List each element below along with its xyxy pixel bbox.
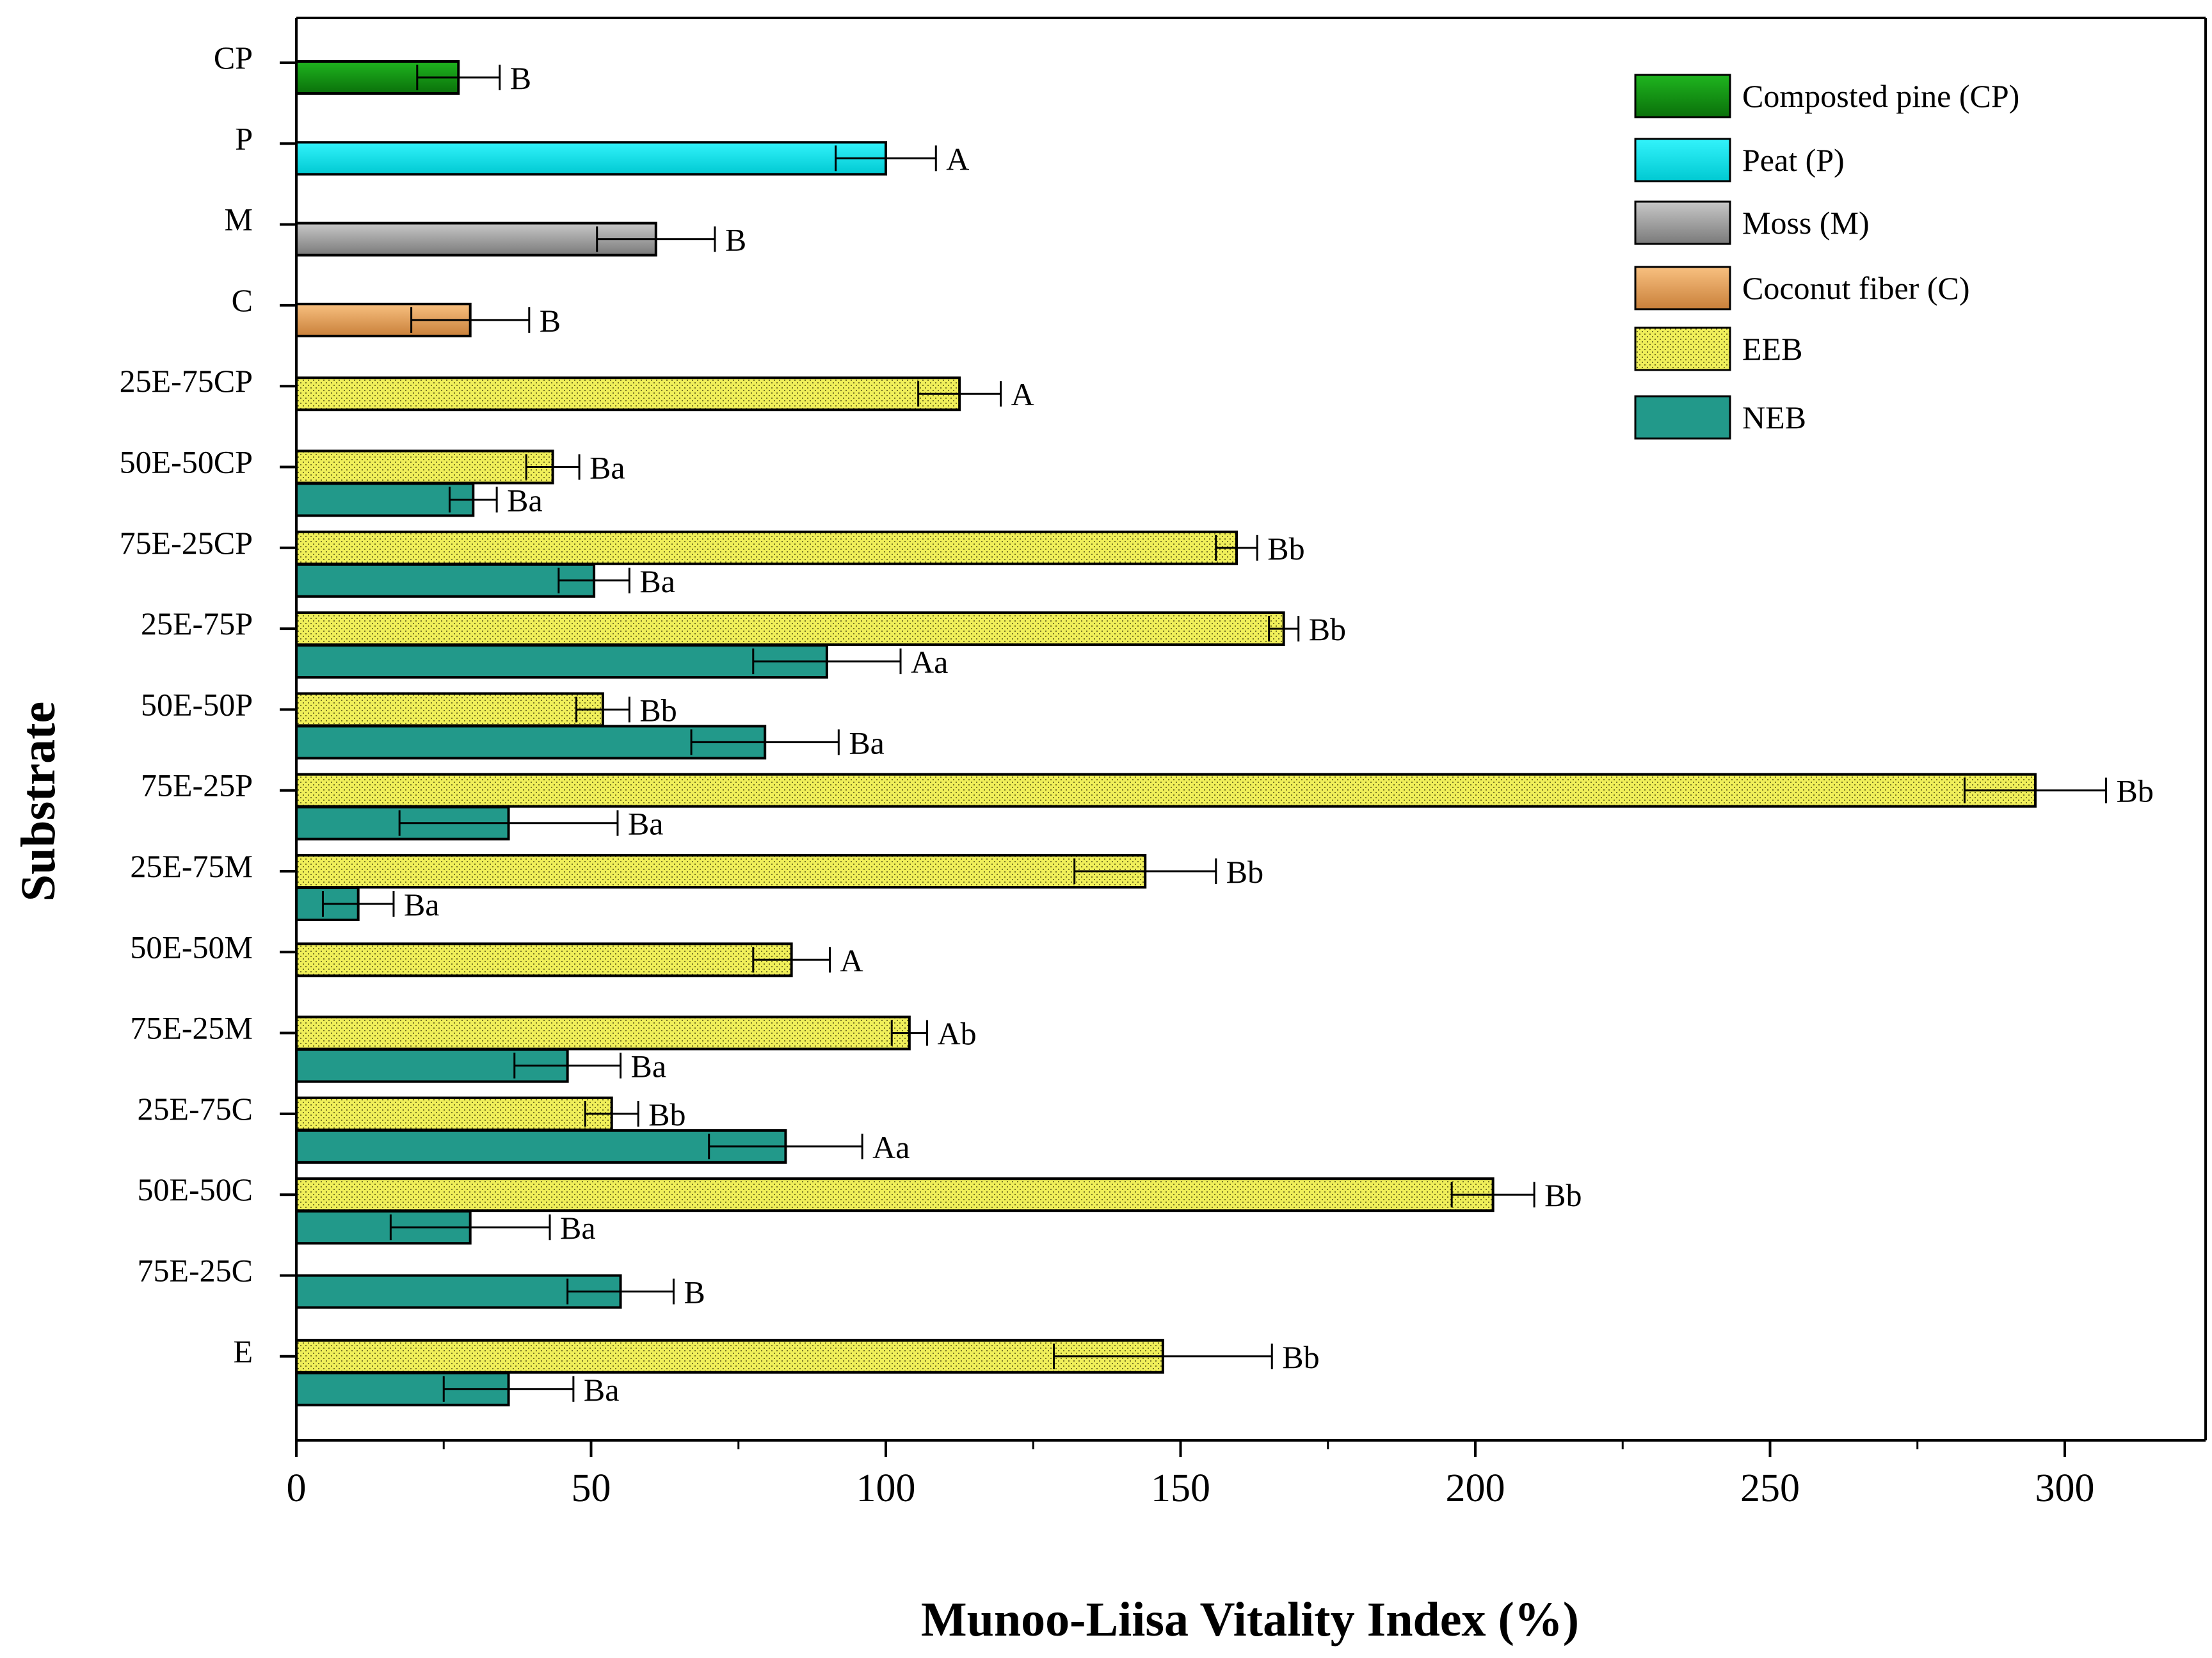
bar-neb-25e-75p xyxy=(295,644,828,679)
category-label-p: P xyxy=(235,120,253,156)
category-label-25e-75cp: 25E-75CP xyxy=(120,363,253,399)
category-label-50e-50p: 50E-50P xyxy=(141,686,253,722)
category-label-75e-25p: 75E-25P xyxy=(141,768,253,803)
bar-label-eeb-50e-50p: Bb xyxy=(639,692,677,728)
x-axis-title: Munoo-Liisa Vitality Index (%) xyxy=(921,1593,1579,1646)
bar-label-neb-25e-75c: Aa xyxy=(872,1129,910,1165)
category-label-25e-75m: 25E-75M xyxy=(130,848,253,884)
legend-swatch-cp xyxy=(1634,74,1731,118)
bar-neb-50e-50cp xyxy=(295,482,475,517)
bar-eeb-25e-75m xyxy=(295,854,1147,889)
bar-label-neb-50e-50cp: Ba xyxy=(507,483,543,519)
x-tick-label: 100 xyxy=(856,1467,916,1510)
bar-label-c-c: B xyxy=(540,303,561,339)
bar-m-m xyxy=(295,221,657,257)
category-label-e: E xyxy=(233,1333,253,1369)
bar-label-eeb-75e-25m: Ab xyxy=(937,1016,976,1052)
bar-label-eeb-50e-50cp: Ba xyxy=(589,450,625,486)
bar-label-p-p: A xyxy=(946,141,969,177)
bar-label-neb-25e-75m: Ba xyxy=(404,887,440,922)
legend-swatch-eeb xyxy=(1634,326,1731,371)
legend-label-cp: Composted pine (CP) xyxy=(1742,78,2019,114)
bar-label-neb-75e-25cp: Ba xyxy=(639,563,675,599)
bar-eeb-25e-75c xyxy=(295,1096,613,1131)
legend-label-neb: NEB xyxy=(1742,399,1806,435)
bar-eeb-25e-75cp xyxy=(295,376,961,412)
bar-neb-75e-25cp xyxy=(295,563,596,598)
bar-eeb-50e-50m xyxy=(295,942,793,978)
bar-label-eeb-50e-50c: Bb xyxy=(1544,1177,1582,1213)
x-tick-label: 250 xyxy=(1740,1467,1800,1510)
bar-neb-25e-75c xyxy=(295,1129,787,1164)
category-label-50e-50cp: 50E-50CP xyxy=(120,444,253,480)
legend-label-c: Coconut fiber (C) xyxy=(1742,270,1969,306)
x-tick-label: 300 xyxy=(2035,1467,2095,1510)
bar-label-eeb-25e-75p: Bb xyxy=(1309,611,1346,647)
x-tick-label: 150 xyxy=(1151,1467,1210,1510)
bar-label-neb-50e-50p: Ba xyxy=(849,725,885,761)
legend-swatch-neb xyxy=(1634,395,1731,440)
category-label-50e-50m: 50E-50M xyxy=(130,929,253,965)
category-label-m: M xyxy=(225,202,253,237)
category-label-75e-25m: 75E-25M xyxy=(130,1010,253,1046)
bar-eeb-e xyxy=(295,1339,1164,1374)
legend-label-eeb: EEB xyxy=(1742,331,1802,367)
legend-swatch-p xyxy=(1634,138,1731,182)
bar-label-neb-e: Ba xyxy=(584,1372,620,1408)
bar-p-p xyxy=(295,141,887,176)
category-label-c: C xyxy=(232,282,253,318)
bar-label-neb-75e-25p: Ba xyxy=(628,806,664,842)
bar-eeb-25e-75p xyxy=(295,611,1285,647)
bar-label-eeb-e: Bb xyxy=(1282,1339,1319,1375)
bar-eeb-50e-50cp xyxy=(295,449,554,485)
legend-label-p: Peat (P) xyxy=(1742,142,1845,178)
bar-eeb-50e-50p xyxy=(295,692,604,727)
bar-label-m-m: B xyxy=(725,222,746,258)
bar-label-eeb-75e-25cp: Bb xyxy=(1267,531,1304,567)
category-label-75e-25c: 75E-25C xyxy=(137,1253,253,1289)
category-label-cp: CP xyxy=(214,40,253,76)
bar-label-neb-75e-25m: Ba xyxy=(631,1049,667,1084)
bar-neb-50e-50p xyxy=(295,725,767,760)
legend-swatch-m xyxy=(1634,200,1731,245)
legend-label-m: Moss (M) xyxy=(1742,205,1870,241)
bar-eeb-50e-50c xyxy=(295,1177,1495,1212)
bar-label-eeb-25e-75cp: A xyxy=(1011,376,1034,412)
category-label-50e-50c: 50E-50C xyxy=(137,1171,253,1207)
bar-label-neb-75e-25c: B xyxy=(684,1275,705,1310)
category-label-75e-25cp: 75E-25CP xyxy=(120,525,253,561)
bar-label-neb-50e-50c: Ba xyxy=(560,1210,596,1246)
category-label-25e-75p: 25E-75P xyxy=(141,606,253,641)
category-label-25e-75c: 25E-75C xyxy=(137,1091,253,1127)
x-tick-label: 0 xyxy=(287,1467,307,1510)
bar-eeb-75e-25m xyxy=(295,1015,911,1050)
x-tick-label: 50 xyxy=(572,1467,611,1510)
bar-label-neb-25e-75p: Aa xyxy=(911,644,948,680)
bar-label-eeb-75e-25p: Bb xyxy=(2116,773,2153,809)
bar-eeb-75e-25cp xyxy=(295,530,1238,565)
bar-label-eeb-25e-75c: Bb xyxy=(648,1097,685,1132)
bar-label-eeb-25e-75m: Bb xyxy=(1226,854,1263,890)
bar-label-eeb-50e-50m: A xyxy=(840,942,863,978)
bar-eeb-75e-25p xyxy=(295,773,2037,808)
legend-swatch-c xyxy=(1634,266,1731,310)
x-tick-label: 200 xyxy=(1446,1467,1505,1510)
bar-label-cp-cp: B xyxy=(510,60,531,96)
y-axis-title: Substrate xyxy=(12,702,65,901)
